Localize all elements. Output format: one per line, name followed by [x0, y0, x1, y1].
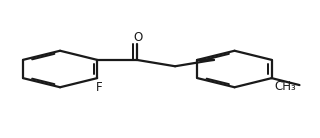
- Text: CH₃: CH₃: [274, 80, 296, 93]
- Text: F: F: [95, 81, 102, 94]
- Text: O: O: [133, 31, 142, 44]
